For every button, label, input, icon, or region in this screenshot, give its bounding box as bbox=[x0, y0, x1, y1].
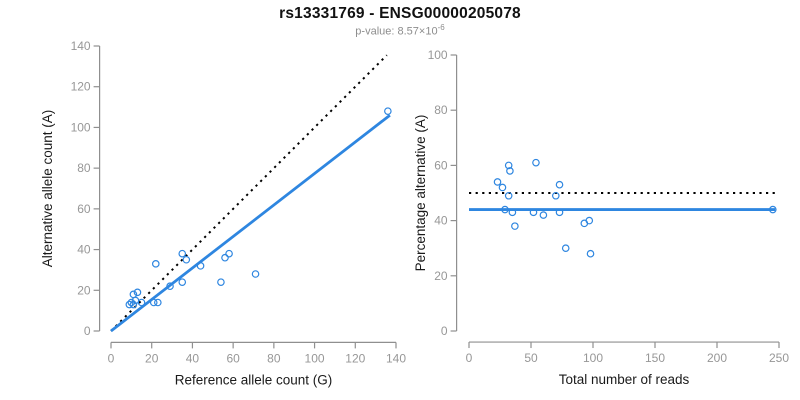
data-point bbox=[506, 167, 514, 175]
data-point bbox=[384, 107, 392, 115]
data-point bbox=[225, 249, 233, 258]
data-point bbox=[178, 278, 187, 286]
pvalue-prefix: p-value: bbox=[355, 25, 398, 38]
y-axis-tick-label: 100 bbox=[71, 120, 91, 134]
x-axis-tick-label: 60 bbox=[226, 351, 240, 365]
data-point bbox=[504, 191, 513, 200]
data-point bbox=[555, 180, 564, 189]
data-point bbox=[532, 158, 540, 167]
data-point bbox=[154, 298, 162, 307]
data-point bbox=[217, 278, 225, 286]
y-axis-tick-label: 80 bbox=[434, 103, 448, 117]
data-point bbox=[501, 205, 509, 214]
plot-subtitle: p-value: 8.57×10-6 bbox=[0, 23, 800, 38]
data-point bbox=[529, 208, 538, 217]
data-point bbox=[504, 161, 513, 170]
data-point bbox=[151, 260, 160, 268]
data-point bbox=[511, 222, 519, 230]
y-axis-tick-label: 60 bbox=[434, 158, 448, 172]
data-point bbox=[221, 253, 229, 262]
x-axis-tick-label: 100 bbox=[583, 351, 603, 365]
x-axis-tick-label: 0 bbox=[108, 351, 115, 365]
y-axis-tick-label: 0 bbox=[441, 324, 448, 338]
regression-line bbox=[110, 114, 391, 333]
data-point bbox=[555, 208, 564, 217]
x-axis-title: Total number of reads bbox=[559, 372, 690, 387]
pvalue-mantissa: 8.57×10 bbox=[397, 25, 438, 38]
data-point bbox=[551, 191, 560, 200]
y-axis-title: Percentage alternative (A) bbox=[413, 115, 428, 272]
data-point bbox=[498, 183, 507, 192]
data-point bbox=[586, 249, 595, 258]
x-axis-tick-label: 40 bbox=[186, 351, 200, 365]
y-axis-tick-label: 80 bbox=[77, 161, 91, 175]
data-point bbox=[768, 205, 777, 214]
pvalue-exponent: -6 bbox=[437, 23, 445, 32]
x-axis-tick-label: 50 bbox=[524, 351, 538, 365]
data-point bbox=[125, 300, 134, 309]
data-point bbox=[166, 282, 174, 291]
identity-line bbox=[110, 54, 388, 332]
y-axis-tick-label: 20 bbox=[77, 283, 91, 297]
x-axis-tick-label: 150 bbox=[645, 351, 665, 365]
x-axis-tick-label: 20 bbox=[145, 351, 159, 365]
data-point bbox=[178, 249, 187, 258]
y-axis-tick-label: 20 bbox=[434, 269, 448, 283]
data-point bbox=[251, 270, 260, 278]
data-point bbox=[129, 300, 138, 309]
data-point bbox=[508, 208, 517, 217]
y-axis-title: Alternative allele count (A) bbox=[40, 110, 55, 268]
x-axis-tick-label: 140 bbox=[386, 351, 406, 365]
y-axis-tick-label: 60 bbox=[77, 202, 91, 216]
y-axis-tick-label: 40 bbox=[434, 214, 448, 228]
data-point bbox=[539, 211, 548, 219]
x-axis-tick-label: 250 bbox=[769, 351, 789, 365]
y-axis-tick-label: 140 bbox=[71, 39, 91, 53]
x-axis-tick-label: 100 bbox=[305, 351, 325, 365]
y-axis-tick-label: 100 bbox=[428, 48, 448, 62]
data-point bbox=[133, 288, 142, 297]
plot-title: rs13331769 - ENSG00000205078 bbox=[279, 5, 521, 22]
y-axis-tick-label: 120 bbox=[71, 80, 91, 94]
data-point bbox=[182, 255, 191, 264]
data-point bbox=[561, 244, 570, 253]
data-point bbox=[149, 298, 158, 307]
x-axis-tick-label: 120 bbox=[345, 351, 365, 365]
data-point bbox=[137, 298, 146, 307]
data-point bbox=[127, 298, 136, 307]
x-axis-tick-label: 0 bbox=[466, 351, 473, 365]
x-axis-title: Reference allele count (G) bbox=[175, 372, 333, 387]
y-axis-tick-label: 40 bbox=[77, 243, 91, 257]
data-point bbox=[585, 216, 594, 225]
x-axis-tick-label: 80 bbox=[267, 351, 281, 365]
x-axis-tick-label: 200 bbox=[707, 351, 727, 365]
data-point bbox=[196, 262, 205, 270]
y-axis-tick-label: 0 bbox=[84, 324, 91, 338]
data-point bbox=[493, 178, 502, 186]
